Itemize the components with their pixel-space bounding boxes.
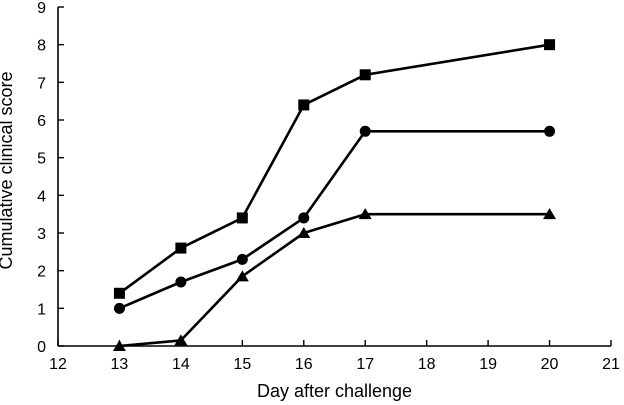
y-tick-label: 0: [37, 339, 46, 356]
data-point: [543, 208, 557, 220]
data-point: [359, 69, 371, 81]
x-tick-label: 18: [418, 356, 436, 373]
data-point: [236, 212, 248, 224]
series-layer: [112, 39, 557, 351]
x-tick-label: 19: [479, 356, 497, 373]
data-point: [544, 125, 556, 137]
series-line: [119, 212, 550, 348]
y-tick-label: 8: [37, 38, 46, 55]
y-tick-label: 3: [37, 226, 46, 243]
y-axis-title: Cumulative clinical score: [0, 71, 16, 269]
y-tick-label: 7: [37, 75, 46, 92]
series-square: [113, 39, 556, 299]
data-point: [236, 253, 248, 265]
x-tick-label: 13: [111, 356, 129, 373]
data-point: [358, 208, 372, 220]
y-tick-label: 1: [37, 301, 46, 318]
y-tick-label: 5: [37, 151, 46, 168]
y-ticks: 0 1 2 3 4 5 6 7 8 9: [37, 0, 64, 356]
series-line: [118, 43, 550, 295]
data-point: [175, 242, 187, 254]
x-tick-label: 12: [49, 356, 67, 373]
x-tick-label: 21: [602, 356, 620, 373]
y-tick-label: 4: [37, 188, 46, 205]
data-point: [174, 334, 188, 346]
data-point: [113, 302, 125, 314]
x-axis-title: Day after challenge: [257, 381, 412, 401]
data-point: [298, 99, 310, 111]
x-tick-label: 20: [541, 356, 559, 373]
data-point: [175, 276, 187, 288]
y-tick-label: 6: [37, 113, 46, 130]
x-ticks: 12 13 14 15 16 17 18 19 20 21: [49, 340, 620, 373]
x-tick-label: 17: [356, 356, 374, 373]
y-tick-label: 9: [37, 0, 46, 17]
data-point: [544, 39, 556, 51]
x-tick-label: 15: [233, 356, 251, 373]
data-point: [235, 270, 249, 282]
y-tick-label: 2: [37, 264, 46, 281]
series-triangle: [112, 208, 557, 351]
series-line: [118, 130, 550, 310]
data-point: [297, 227, 311, 238]
x-tick-label: 14: [172, 356, 190, 373]
data-point: [298, 212, 310, 224]
data-point: [113, 287, 125, 299]
axes: [57, 7, 611, 347]
data-point: [112, 340, 126, 351]
x-tick-label: 16: [295, 356, 313, 373]
data-point: [359, 125, 371, 137]
series-circle: [113, 125, 556, 314]
